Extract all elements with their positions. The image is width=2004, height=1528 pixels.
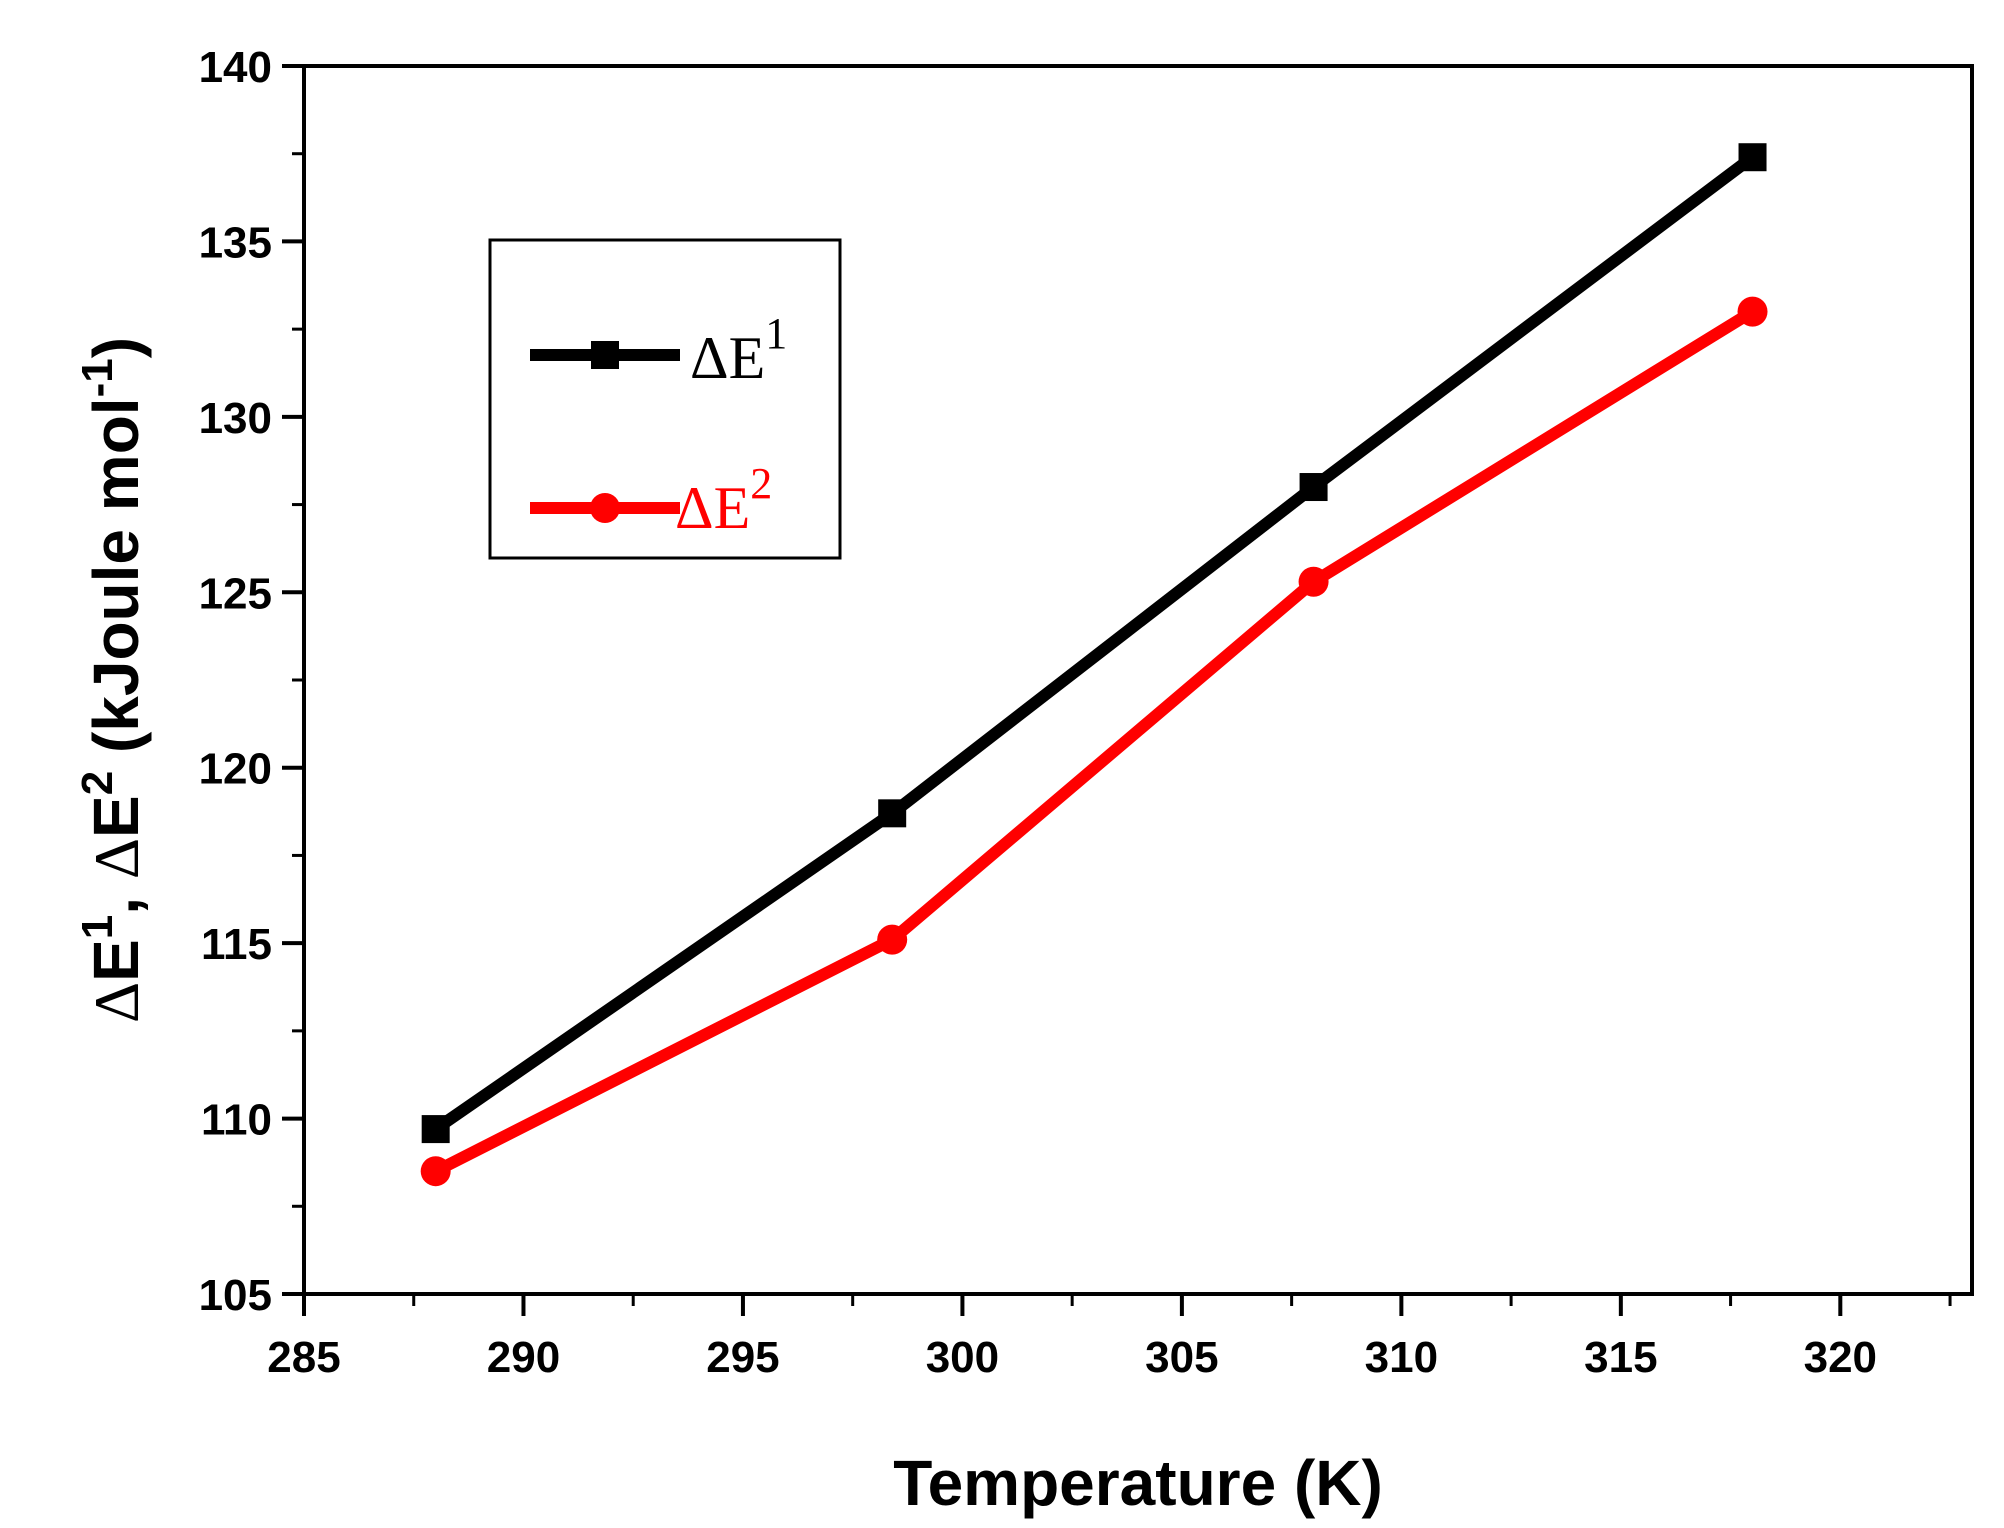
y-tick-label: 115 <box>201 920 272 969</box>
y-axis-title: ΔE1, ΔE2 (kJoule mol-1) <box>73 337 152 1023</box>
y-tick-label: 105 <box>199 1271 272 1320</box>
x-tick-label: 300 <box>926 1333 999 1382</box>
data-point <box>1299 473 1328 502</box>
x-tick-label: 320 <box>1804 1333 1877 1382</box>
y-axis-title-e: E <box>80 939 152 982</box>
legend-label-series-2-main: ΔE <box>675 475 750 541</box>
y-axis-title-unit-post: ) <box>80 337 152 358</box>
x-tick-label: 285 <box>267 1333 340 1382</box>
data-point <box>877 924 908 955</box>
y-tick-label: 130 <box>199 394 272 443</box>
y-axis-title-e-2: E <box>80 795 152 838</box>
axis-ticks <box>282 64 1952 1316</box>
legend-label-series-1-sup: 1 <box>765 309 787 358</box>
data-point <box>1298 566 1329 597</box>
y-tick-label: 110 <box>201 1096 272 1145</box>
legend: ΔE1 ΔE2 <box>488 238 842 560</box>
y-tick-label: 140 <box>199 43 272 92</box>
data-point <box>1738 143 1767 172</box>
data-point <box>421 1115 450 1144</box>
y-axis-title-unit-pre: (kJoule mol <box>80 397 152 770</box>
x-tick-label: 315 <box>1584 1333 1657 1382</box>
data-point <box>1737 296 1768 327</box>
legend-label-series-1: ΔE1 <box>690 309 787 391</box>
y-axis-title-delta-2: Δ <box>81 838 152 879</box>
legend-label-series-2: ΔE2 <box>675 459 772 541</box>
x-tick-labels: 285 290 295 300 305 310 315 320 <box>267 1333 1877 1382</box>
x-tick-label: 295 <box>706 1333 779 1382</box>
legend-label-series-1-main: ΔE <box>690 325 765 391</box>
y-tick-label: 135 <box>199 218 272 267</box>
y-axis-title-delta: Δ <box>81 982 152 1023</box>
y-axis-title-unit-sup: -1 <box>73 358 122 397</box>
y-axis-title-sup1: 1 <box>73 915 122 939</box>
series-layer <box>420 143 1768 1187</box>
x-tick-label: 305 <box>1145 1333 1218 1382</box>
y-axis-title-sep: , <box>80 879 152 915</box>
series-line-1 <box>432 152 1757 1135</box>
legend-label-series-2-sup: 2 <box>750 459 772 508</box>
data-point <box>878 799 907 828</box>
y-axis-title-sup2: 2 <box>73 771 122 795</box>
y-tick-labels: 105 110 115 120 125 130 135 140 <box>199 43 272 1320</box>
y-tick-label: 125 <box>199 569 272 618</box>
legend-marker-series-2 <box>590 493 620 523</box>
legend-marker-series-1 <box>591 341 619 369</box>
x-tick-label: 310 <box>1365 1333 1438 1382</box>
x-tick-label: 290 <box>487 1333 560 1382</box>
series-line-2 <box>432 306 1756 1177</box>
data-point <box>420 1156 451 1187</box>
y-tick-label: 120 <box>199 745 272 794</box>
x-axis-title: Temperature (K) <box>893 1447 1383 1519</box>
